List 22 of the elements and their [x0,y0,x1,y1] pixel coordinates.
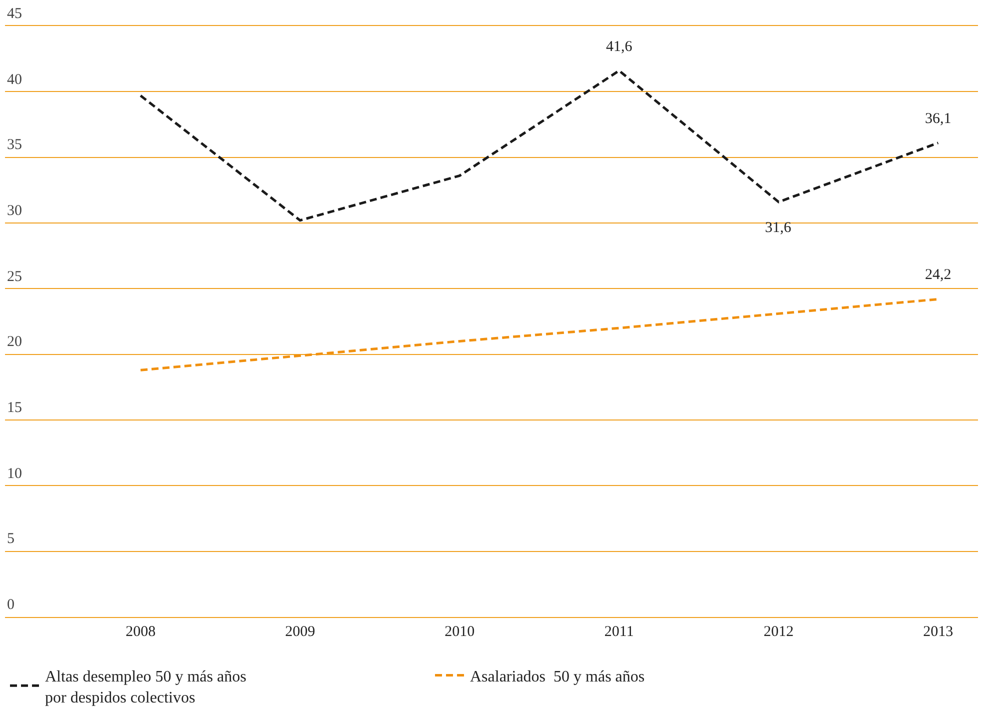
y-tick-label: 20 [7,334,22,350]
y-tick-label: 5 [7,531,14,547]
x-tick-label: 2011 [604,624,634,640]
y-tick-label: 40 [7,72,22,88]
data-label: 36,1 [925,111,952,127]
x-tick-label: 2009 [285,624,316,640]
x-tick-label: 2010 [444,624,475,640]
data-label: 31,6 [765,220,792,236]
x-tick-label: 2008 [126,624,156,640]
y-tick-label: 10 [7,466,22,482]
y-tick-label: 15 [7,400,22,416]
y-tick-label: 0 [7,597,14,613]
y-tick-label: 45 [7,6,22,22]
y-tick-label: 30 [7,203,22,219]
x-tick-label: 2013 [923,624,954,640]
data-label: 24,2 [925,267,952,283]
data-label: 41,6 [606,39,633,55]
y-tick-label: 25 [7,269,22,285]
legend-label: Asalariados 50 y más años [470,668,645,686]
y-tick-label: 35 [7,137,22,153]
legend-label: Altas desempleo 50 y más años por despidos colectivos [45,668,246,706]
x-tick-label: 2012 [764,624,794,640]
